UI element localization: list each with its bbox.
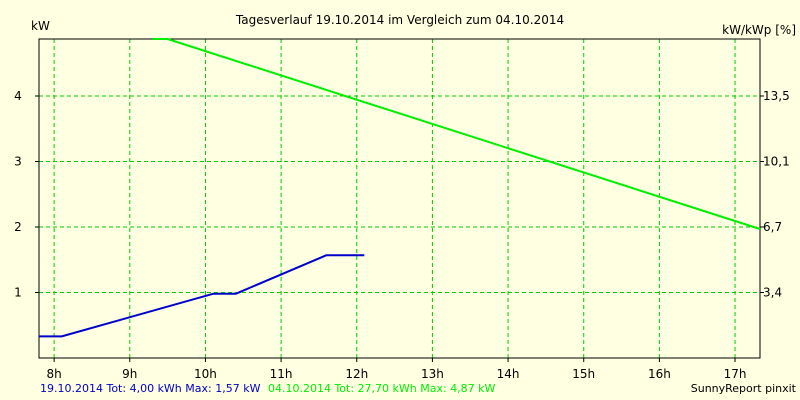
x-tick-label-14: 14h — [497, 367, 520, 381]
svg-text:19.10.2014 Tot: 4,00 kWh Max:: 19.10.2014 Tot: 4,00 kWh Max: 1,57 kW 04… — [40, 382, 496, 395]
x-tick-label-16: 16h — [648, 367, 671, 381]
y-right-tick-label-3: 13,5 — [763, 89, 790, 103]
x-tick-label-12: 12h — [345, 367, 368, 381]
x-tick-label-8: 8h — [47, 367, 62, 381]
series-line-today — [39, 254, 365, 338]
x-tick-label-15: 15h — [572, 367, 595, 381]
y-left-tick-label-3: 3 — [14, 154, 22, 168]
y-axis-label-right: kW/kWp [%] — [722, 23, 796, 37]
footer-credit: SunnyReport pinxit — [691, 382, 797, 395]
x-tick-label-13: 13h — [421, 367, 444, 381]
y-left-tick-label-2: 2 — [14, 220, 22, 234]
chart-title: Tagesverlauf 19.10.2014 im Vergleich zum… — [235, 13, 564, 27]
chart-footer: 19.10.2014 Tot: 4,00 kWh Max: 1,57 kW 04… — [40, 382, 797, 395]
series-lines — [39, 38, 761, 338]
axis-ticks: 8h 9h 10h 11h 12h 13h 14h 15h 16h 17h 1 3,4 2 6,7 3 10,… — [14, 89, 790, 381]
y-axis-label-left: kW — [31, 19, 50, 33]
y-right-tick-label-0: 3,4 — [763, 285, 782, 299]
x-tick-label-9: 9h — [122, 367, 137, 381]
x-tick-label-10: 10h — [194, 367, 217, 381]
footer-compare-summary: 04.10.2014 Tot: 27,70 kWh Max: 4,87 kW — [268, 382, 496, 395]
footer-today-summary: 19.10.2014 Tot: 4,00 kWh Max: 1,57 kW — [40, 382, 261, 395]
series-line-compare — [152, 38, 761, 230]
y-right-tick-label-1: 6,7 — [763, 220, 782, 234]
x-tick-label-11: 11h — [270, 367, 293, 381]
y-right-tick-label-2: 10,1 — [763, 154, 790, 168]
y-left-tick-label-4: 4 — [14, 89, 22, 103]
grid — [39, 39, 760, 358]
plot-frame — [38, 38, 761, 359]
y-left-tick-label-1: 1 — [14, 285, 22, 299]
x-tick-label-17: 17h — [724, 367, 747, 381]
